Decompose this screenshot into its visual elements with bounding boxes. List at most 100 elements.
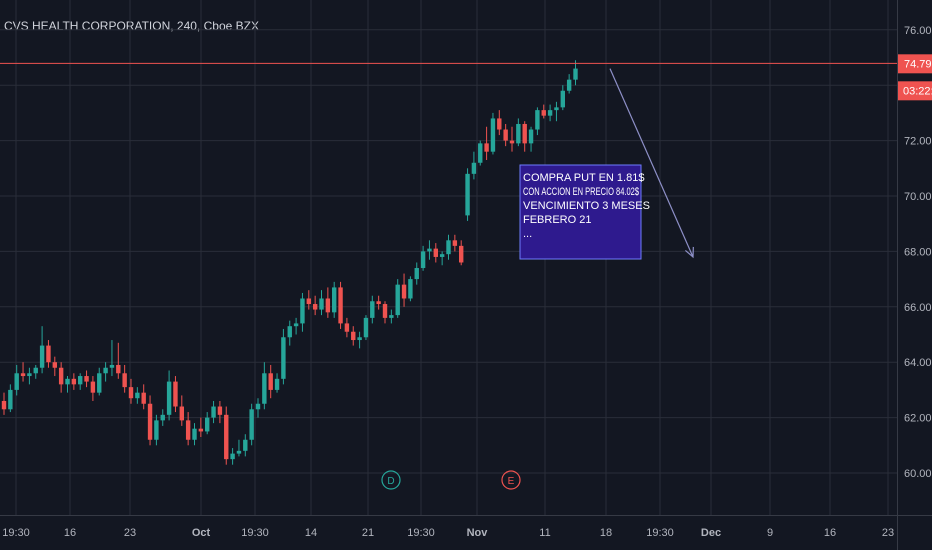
- time-tick-label: Nov: [467, 527, 489, 539]
- trend-arrow-head: [684, 246, 694, 259]
- candle-body: [58, 367, 64, 385]
- candle-body: [325, 298, 331, 313]
- candle-body: [116, 364, 121, 374]
- price-tick-label: 66.00: [904, 302, 932, 314]
- candle-body: [243, 439, 248, 451]
- candle-body: [306, 298, 311, 305]
- candle-body: [147, 403, 153, 440]
- candle-body: [408, 279, 413, 299]
- time-tick-label: 18: [600, 527, 612, 539]
- time-tick-label: 11: [539, 527, 550, 539]
- candle-body: [128, 387, 134, 399]
- candle-body: [287, 326, 292, 338]
- candle-body: [274, 378, 280, 390]
- candle-body: [459, 245, 464, 263]
- drawings-layer: COMPRA PUT EN 1.81$ CON ACCION EN PRECIO …: [0, 62, 897, 490]
- price-tick-label: 64.00: [904, 357, 932, 369]
- candle-body: [52, 362, 57, 368]
- candle-body: [478, 143, 483, 163]
- annotation-line: VENCIMIENTO 3 MESES: [523, 200, 650, 212]
- price-tag: 74.79: [898, 54, 932, 74]
- candle-body: [414, 268, 419, 280]
- candle-body: [1, 400, 7, 410]
- annotation-box: [519, 164, 642, 260]
- candle-body: [490, 118, 496, 152]
- time-tick-label: Oct: [192, 527, 211, 539]
- event-circle: [381, 470, 401, 490]
- candle-body: [484, 143, 489, 152]
- annotation-line: COMPRA PUT EN 1.81$: [523, 172, 644, 184]
- candle-body: [14, 373, 19, 390]
- candle-body: [141, 392, 146, 404]
- candle-body: [363, 317, 369, 338]
- candle-body: [71, 378, 77, 385]
- candle-body: [344, 323, 350, 332]
- price-tag-value: 74.79: [904, 58, 932, 70]
- candle-body: [535, 110, 540, 130]
- time-tick-label: 9: [767, 527, 773, 539]
- candle-body: [224, 414, 229, 460]
- candle-body: [268, 373, 273, 390]
- candle-body: [471, 162, 477, 174]
- candle-body: [262, 373, 267, 404]
- candle-body: [255, 403, 261, 410]
- countdown-tag-bg: [898, 81, 932, 101]
- candle-body: [338, 287, 343, 324]
- candle-body: [516, 123, 521, 144]
- candle-body: [103, 367, 108, 374]
- candle-body: [27, 373, 32, 377]
- dividend-marker[interactable]: D: [381, 470, 401, 490]
- candle-body: [560, 90, 565, 108]
- candle-body: [160, 414, 165, 421]
- candle-body: [401, 284, 407, 299]
- time-tick-label: 19:30: [241, 527, 269, 539]
- candle-body: [497, 118, 502, 130]
- candle-body: [541, 110, 546, 116]
- candle-body: [230, 453, 235, 460]
- price-tick-label: 76.00: [904, 25, 932, 37]
- candle-body: [39, 345, 45, 368]
- candle-body: [46, 345, 51, 363]
- candle-body: [20, 373, 26, 377]
- candle-body: [439, 254, 445, 257]
- candle-body: [465, 173, 470, 216]
- time-tick-label: Dec: [701, 527, 721, 539]
- candle-body: [236, 450, 242, 454]
- candle-body: [357, 337, 362, 341]
- candle-body: [179, 406, 184, 421]
- earnings-marker[interactable]: E: [501, 470, 521, 490]
- event-label: E: [508, 476, 515, 487]
- candle-body: [452, 240, 458, 246]
- candle-body: [166, 381, 172, 415]
- candle-body: [547, 110, 553, 116]
- candle-body: [90, 381, 96, 393]
- candle-body: [395, 284, 400, 316]
- annotation-note[interactable]: COMPRA PUT EN 1.81$ CON ACCION EN PRECIO …: [519, 164, 650, 260]
- candle-body: [351, 331, 356, 341]
- candle-body: [376, 301, 381, 305]
- time-tick-label: 19:30: [2, 527, 30, 539]
- candle-body: [211, 406, 216, 418]
- candle-body: [509, 140, 515, 144]
- candle-body: [205, 417, 210, 432]
- candle-body: [446, 240, 451, 255]
- candle-body: [8, 389, 13, 410]
- price-tick-label: 62.00: [904, 413, 932, 425]
- time-tick-label: 23: [882, 527, 894, 539]
- candle-body: [33, 367, 38, 374]
- price-tag-bg: [898, 54, 932, 74]
- annotation-line: CON ACCION EN PRECIO 84.02$: [523, 186, 639, 198]
- candle-body: [109, 364, 115, 368]
- countdown-tag: 03:22:0: [898, 81, 932, 101]
- candle-body: [97, 373, 102, 393]
- candle-body: [217, 406, 223, 415]
- price-tick-label: 72.00: [904, 136, 932, 148]
- time-tick-label: 19:30: [646, 527, 674, 539]
- candle-body: [382, 304, 388, 318]
- candle-body: [566, 79, 572, 91]
- candle-body: [293, 323, 299, 327]
- candle-body: [185, 420, 191, 440]
- candle-body: [370, 301, 375, 318]
- price-axis: 60.0062.0064.0066.0068.0070.0072.0074.00…: [897, 0, 932, 550]
